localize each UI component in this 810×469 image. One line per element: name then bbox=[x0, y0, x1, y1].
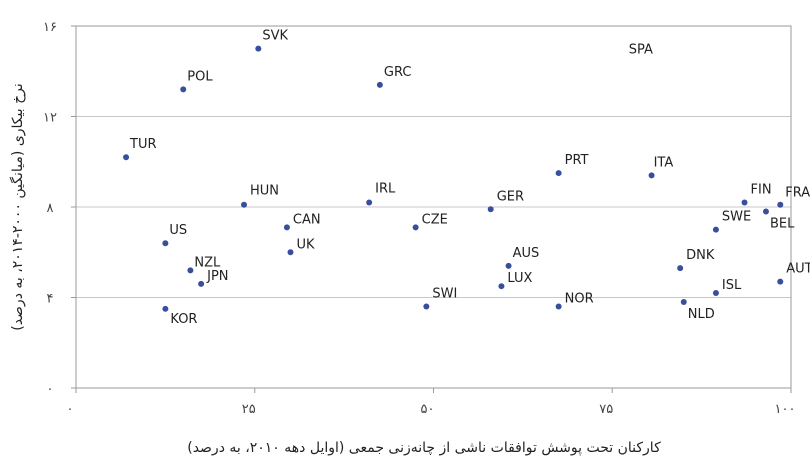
data-point-swe bbox=[712, 226, 719, 233]
point-label-swi: SWI bbox=[432, 287, 457, 302]
point-label-tur: TUR bbox=[129, 137, 157, 152]
data-point-lux bbox=[498, 283, 505, 290]
point-label-pol: POL bbox=[187, 69, 213, 84]
point-label-nld: NLD bbox=[688, 307, 715, 322]
data-point-prt bbox=[555, 170, 562, 177]
y-tick-label: ۴ bbox=[47, 292, 54, 307]
data-point-can bbox=[283, 224, 290, 231]
data-point-swi bbox=[423, 303, 430, 310]
data-point-jpn bbox=[198, 280, 205, 287]
point-label-prt: PRT bbox=[565, 153, 589, 168]
y-tick-label: ۱۲ bbox=[43, 111, 57, 126]
y-tick-label: ۰ bbox=[47, 382, 54, 397]
y-axis-title: نرخ بیکاری (میانگین ۲۰۰۰-۲۰۱۴، به درصد) bbox=[9, 83, 26, 331]
data-point-aus bbox=[505, 262, 512, 269]
point-label-swe: SWE bbox=[722, 210, 751, 225]
data-point-us bbox=[162, 240, 169, 247]
point-label-spa: SPA bbox=[629, 43, 653, 58]
data-point-ger bbox=[487, 206, 494, 213]
x-tick-label: ۰ bbox=[67, 402, 74, 417]
point-label-can: CAN bbox=[293, 212, 321, 227]
data-point-nld bbox=[680, 299, 687, 306]
x-tick-label: ۲۵ bbox=[242, 402, 256, 417]
data-point-nor bbox=[555, 303, 562, 310]
data-point-ita bbox=[648, 172, 655, 179]
point-label-jpn: JPN bbox=[206, 269, 228, 284]
data-point-fra bbox=[777, 201, 784, 208]
point-label-fin: FIN bbox=[751, 182, 772, 197]
x-axis-title: کارکنان تحت پوشش توافقات ناشی از چانه‌زن… bbox=[187, 440, 661, 456]
data-point-nzl bbox=[187, 267, 194, 274]
point-label-isl: ISL bbox=[722, 278, 742, 293]
data-point-pol bbox=[180, 86, 187, 93]
data-point-kor bbox=[162, 305, 169, 312]
data-point-bel bbox=[762, 208, 769, 215]
data-point-isl bbox=[712, 289, 719, 296]
data-point-dnk bbox=[677, 265, 684, 272]
point-label-fra: FRA bbox=[785, 186, 810, 201]
data-point-hun bbox=[241, 201, 248, 208]
x-tick-label: ۷۵ bbox=[599, 402, 613, 417]
point-label-cze: CZE bbox=[422, 212, 448, 227]
point-label-dnk: DNK bbox=[686, 248, 715, 263]
point-label-svk: SVK bbox=[262, 29, 288, 44]
point-label-nor: NOR bbox=[565, 292, 594, 307]
data-point-tur bbox=[123, 154, 130, 161]
x-axis-ticks: ۰ ۲۵ ۵۰ ۷۵ ۱۰۰ bbox=[67, 388, 796, 417]
point-label-hun: HUN bbox=[250, 184, 279, 199]
data-point-svk bbox=[255, 45, 262, 52]
point-label-lux: LUX bbox=[507, 271, 532, 286]
point-label-irl: IRL bbox=[375, 181, 396, 196]
point-label-aus: AUS bbox=[513, 246, 540, 261]
y-axis-ticks: ۰ ۴ ۸ ۱۲ ۱۶ bbox=[43, 20, 76, 397]
point-label-nzl: NZL bbox=[194, 255, 221, 270]
point-label-bel: BEL bbox=[770, 217, 795, 232]
point-label-uk: UK bbox=[297, 237, 316, 252]
data-point-grc bbox=[376, 81, 383, 88]
data-point-uk bbox=[287, 249, 294, 256]
x-tick-label: ۱۰۰ bbox=[775, 402, 796, 417]
data-points: SVK SPA POL GRC TUR PRT ITA HUN IRL GER FIN FRA BEL C… bbox=[123, 29, 810, 327]
x-tick-label: ۵۰ bbox=[421, 402, 435, 417]
point-label-ger: GER bbox=[497, 189, 524, 204]
point-label-us: US bbox=[169, 223, 187, 238]
data-point-cze bbox=[412, 224, 419, 231]
point-label-aut: AUT bbox=[786, 262, 810, 277]
point-label-grc: GRC bbox=[384, 65, 412, 80]
point-label-kor: KOR bbox=[170, 312, 197, 327]
point-label-ita: ITA bbox=[654, 155, 674, 170]
gridlines bbox=[76, 25, 791, 298]
y-tick-label: ۸ bbox=[47, 201, 54, 216]
y-tick-label: ۱۶ bbox=[43, 20, 57, 35]
data-point-aut bbox=[777, 278, 784, 285]
data-point-irl bbox=[366, 199, 373, 206]
data-point-fin bbox=[741, 199, 748, 206]
